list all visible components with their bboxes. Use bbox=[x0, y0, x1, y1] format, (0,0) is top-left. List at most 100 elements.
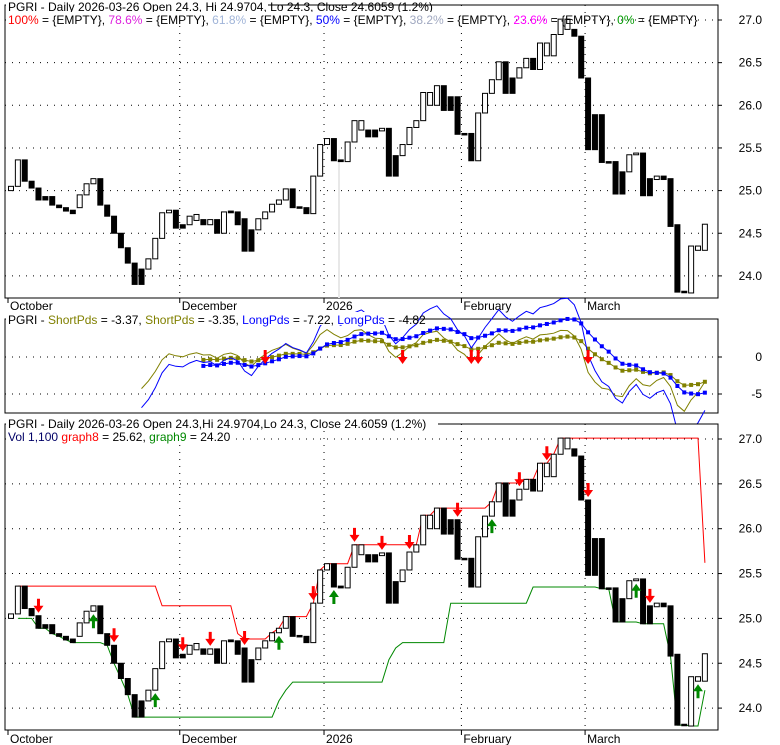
candle-up bbox=[207, 648, 214, 655]
candle-down bbox=[585, 499, 592, 576]
candle-down bbox=[42, 624, 49, 629]
candle-up bbox=[482, 515, 489, 538]
top-candle-down bbox=[124, 247, 131, 264]
top-candle-up bbox=[90, 178, 97, 185]
top-candle-up bbox=[495, 61, 502, 81]
y-tick-label: 25.0 bbox=[739, 184, 763, 198]
graph8-value: 25.62 bbox=[112, 430, 142, 444]
candle-up bbox=[378, 552, 385, 557]
top-candle-down bbox=[21, 159, 28, 182]
oscillator-marker bbox=[407, 344, 412, 349]
top-candle-up bbox=[193, 213, 200, 221]
oscillator-marker bbox=[414, 343, 419, 348]
oscillator-marker bbox=[531, 325, 536, 330]
oscillator-marker bbox=[469, 347, 474, 352]
oscillator-marker bbox=[565, 334, 570, 339]
oscillator-marker bbox=[434, 326, 439, 331]
top-candle-down bbox=[612, 161, 619, 195]
undefined: , bbox=[206, 13, 213, 27]
undefined: , bbox=[138, 313, 145, 327]
oscillator-marker bbox=[407, 335, 412, 340]
top-candle-up bbox=[378, 127, 385, 132]
top-candle-up bbox=[145, 258, 152, 270]
top-title: PGRI - Daily 2026-03-26 Open 24.3, Hi 24… bbox=[8, 0, 433, 14]
candle-up bbox=[516, 488, 523, 501]
candle-up bbox=[626, 580, 633, 600]
series-name: LongPds bbox=[242, 313, 289, 327]
top-candle-down bbox=[234, 211, 241, 226]
undefined: = bbox=[97, 313, 111, 327]
series-value: -3.37 bbox=[111, 313, 139, 327]
panel-frame bbox=[4, 423, 719, 731]
candle-up bbox=[255, 647, 262, 661]
candle-up bbox=[324, 563, 331, 571]
oscillator-marker bbox=[476, 346, 481, 351]
sell-arrow-icon bbox=[397, 350, 408, 364]
candle-down bbox=[365, 554, 372, 563]
top-candle-up bbox=[269, 203, 276, 213]
oscillator-marker bbox=[352, 334, 357, 339]
oscillator-marker bbox=[256, 358, 261, 363]
buy-arrow-icon bbox=[631, 583, 642, 598]
undefined: = bbox=[246, 13, 260, 27]
oscillator-marker bbox=[393, 345, 398, 350]
oscillator-marker bbox=[290, 354, 295, 359]
oscillator-marker bbox=[689, 391, 694, 396]
oscillator-marker bbox=[386, 334, 391, 339]
top-candle-up bbox=[420, 92, 427, 122]
oscillator-marker bbox=[613, 356, 618, 361]
undefined: , bbox=[142, 430, 149, 444]
sell-arrow-icon bbox=[583, 350, 594, 364]
buy-arrow-icon bbox=[328, 590, 339, 605]
oscillator-marker bbox=[558, 318, 563, 323]
candle-up bbox=[653, 602, 660, 608]
oscillator-marker bbox=[276, 357, 281, 362]
top-candle-down bbox=[447, 96, 454, 111]
oscillator-marker bbox=[661, 371, 666, 376]
candle-up bbox=[633, 578, 640, 582]
candle-up bbox=[495, 482, 502, 503]
top-candle-up bbox=[14, 159, 21, 187]
oscillator-marker bbox=[489, 343, 494, 348]
top-candle-up bbox=[516, 67, 523, 79]
top-candle-up bbox=[220, 211, 227, 234]
oscillator-marker bbox=[434, 337, 439, 342]
candle-up bbox=[475, 536, 482, 588]
candle-down bbox=[605, 587, 612, 590]
legend-bg bbox=[6, 312, 406, 325]
oscillator-marker bbox=[235, 360, 240, 365]
x-tick-label: 2026 bbox=[326, 299, 353, 313]
oscillator-marker bbox=[572, 317, 577, 322]
top-candle-up bbox=[523, 57, 530, 69]
top-candle-down bbox=[303, 207, 310, 215]
candle-up bbox=[413, 544, 420, 553]
top-candle-down bbox=[330, 138, 337, 162]
oscillator-marker bbox=[414, 334, 419, 339]
sell-arrow-icon bbox=[33, 598, 44, 613]
top-candle-down bbox=[646, 178, 653, 197]
top-candle-down bbox=[111, 215, 118, 234]
sell-arrow-icon bbox=[177, 637, 188, 652]
candle-down bbox=[454, 519, 461, 560]
candle-down bbox=[296, 634, 303, 638]
top-candle-up bbox=[186, 215, 193, 226]
candle-down bbox=[337, 585, 344, 589]
top-candle-down bbox=[365, 129, 372, 138]
top-candle-up bbox=[83, 183, 90, 196]
oscillator-marker bbox=[311, 351, 316, 356]
y-tick-label: 25.0 bbox=[739, 611, 763, 625]
top-candle-up bbox=[701, 223, 708, 251]
undefined: , bbox=[611, 13, 618, 27]
candle-up bbox=[186, 644, 193, 655]
oscillator-marker bbox=[544, 337, 549, 342]
top-candle-up bbox=[310, 175, 317, 215]
candle-down bbox=[138, 700, 145, 718]
candle-up bbox=[152, 668, 159, 691]
series-value: -4.82 bbox=[398, 313, 426, 327]
oscillator-panel: 0 -5 PGRI - ShortPds = -3.37, ShortPds = -… bbox=[4, 297, 762, 444]
buy-arrow-icon bbox=[150, 693, 161, 708]
y-tick-label: 24.5 bbox=[739, 656, 763, 670]
top-candle-down bbox=[461, 132, 468, 136]
top-candle-up bbox=[166, 209, 173, 214]
oscillator-marker bbox=[448, 327, 453, 332]
